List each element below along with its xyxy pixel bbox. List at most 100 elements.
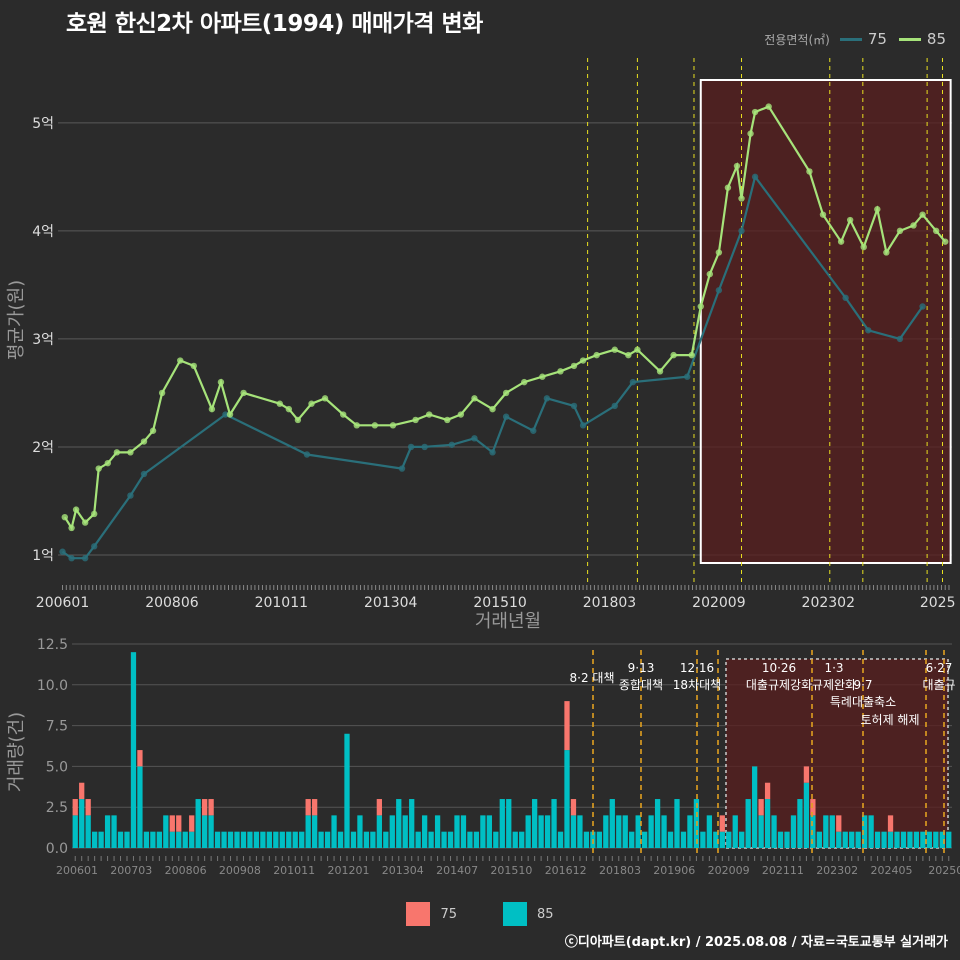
bar-85: [234, 831, 240, 848]
data-point-85: [706, 270, 714, 278]
x-tick-label: 202302: [802, 595, 855, 611]
data-point-85: [697, 303, 704, 310]
x-tick-label: 202009: [692, 595, 745, 611]
data-point-85: [371, 422, 379, 429]
bar-85: [719, 831, 725, 848]
bar-85: [124, 831, 130, 848]
bar-85: [506, 799, 512, 848]
data-point-75: [543, 395, 551, 402]
size-legend: 전용면적(㎡) 75 85: [764, 30, 952, 48]
bar-75: [376, 799, 382, 816]
data-point-85: [104, 459, 111, 467]
bar-75: [803, 766, 810, 783]
policy-date: 9·13: [628, 661, 655, 675]
bar-85: [557, 831, 564, 848]
policy-date: 6·27: [926, 661, 953, 675]
data-point-85: [942, 238, 949, 245]
bar-85: [862, 815, 868, 848]
bar-85: [564, 750, 570, 848]
bar-85: [648, 815, 654, 848]
bar-85: [758, 815, 764, 848]
bar-85: [745, 799, 751, 848]
bar-85: [428, 831, 434, 848]
policy-label: 특례대출축소: [830, 695, 896, 709]
bar-y-axis-title: 거래량(건): [6, 712, 27, 792]
bar-85: [72, 815, 78, 848]
bar-85: [823, 815, 829, 848]
bar-75: [189, 815, 195, 832]
bar-85: [616, 815, 622, 848]
bar-85: [460, 815, 467, 848]
bar-75: [79, 782, 85, 800]
bar-85: [312, 815, 318, 848]
data-point-75: [140, 470, 148, 478]
x-tick-label: 200806: [145, 595, 199, 611]
bar-85: [299, 831, 305, 848]
data-point-85: [81, 519, 89, 526]
bar-85: [920, 831, 926, 848]
data-point-85: [874, 206, 881, 213]
bar-85: [816, 831, 822, 848]
y-tick-label: 4억: [32, 224, 54, 240]
bar-85: [654, 799, 661, 848]
data-point-85: [539, 373, 546, 380]
data-point-75: [303, 451, 311, 458]
data-point-85: [308, 400, 315, 407]
bar-85: [467, 831, 473, 848]
bar-75: [169, 815, 175, 832]
bar-85: [240, 831, 247, 848]
bar-75: [85, 799, 91, 816]
bar-85: [726, 831, 732, 848]
policy-date: 1·3: [824, 661, 843, 675]
bar-85: [674, 799, 680, 848]
bar-y-tick-label: 0.0: [46, 841, 68, 857]
policy-label: 종합대책: [619, 677, 663, 692]
data-point-85: [471, 395, 478, 402]
bar-x-tick-label: 201011: [273, 864, 315, 877]
data-point-85: [837, 238, 845, 245]
x-tick-label: 2025: [920, 595, 956, 611]
legend-vol-label-75: 75: [440, 906, 457, 922]
bar-85: [318, 831, 324, 848]
bar-85: [687, 815, 693, 848]
data-point-85: [634, 346, 641, 353]
bar-85: [810, 815, 816, 848]
bar-85: [538, 815, 544, 848]
data-point-75: [489, 449, 496, 456]
bar-85: [195, 799, 201, 848]
policy-date: 8·2 대책: [570, 670, 615, 685]
bar-85: [900, 831, 907, 848]
bar-85: [907, 831, 913, 848]
bar-85: [894, 831, 900, 848]
data-point-85: [715, 249, 723, 256]
data-point-75: [448, 441, 456, 448]
data-point-85: [656, 368, 664, 375]
bar-85: [376, 815, 382, 848]
bar-85: [836, 831, 842, 848]
bar-85: [169, 831, 175, 848]
data-point-85: [521, 378, 528, 386]
bar-85: [596, 831, 602, 848]
bar-x-tick-label: 202302: [816, 864, 858, 877]
data-point-85: [140, 438, 148, 445]
data-point-85: [557, 368, 564, 375]
bar-85: [337, 831, 344, 848]
bar-85: [383, 831, 389, 848]
legend-swatch-85: [898, 37, 921, 41]
bar-85: [331, 815, 337, 848]
bar-85: [208, 815, 214, 848]
data-point-85: [127, 449, 134, 456]
bar-85: [85, 815, 91, 848]
bar-85: [163, 815, 169, 848]
data-point-75: [68, 555, 75, 562]
bar-75: [202, 799, 208, 816]
bar-75: [72, 799, 78, 816]
data-point-85: [570, 362, 578, 370]
data-point-85: [294, 416, 302, 424]
policy-label: 18차대책: [673, 677, 721, 692]
bar-75: [810, 799, 816, 816]
bar-85: [603, 815, 609, 848]
data-point-85: [846, 216, 854, 224]
bar-85: [583, 831, 590, 848]
bar-85: [849, 831, 855, 848]
